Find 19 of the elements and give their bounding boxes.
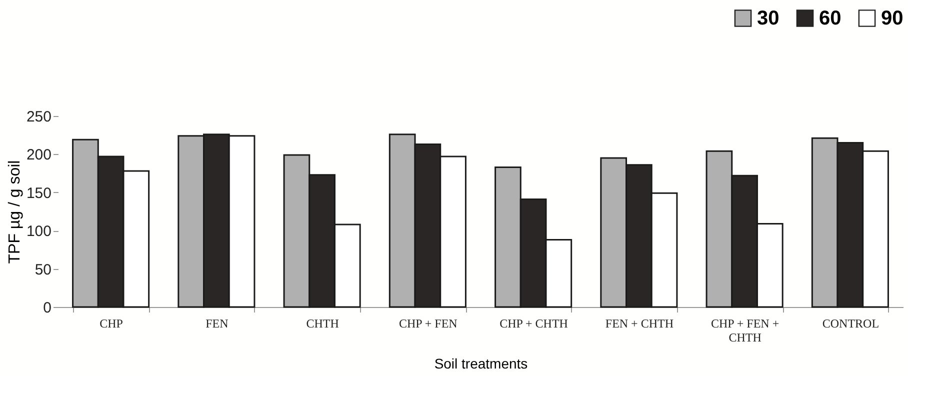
x-tick-label: CHP [100, 316, 124, 330]
x-tick-label: FEN [206, 316, 229, 330]
legend-label: 30 [757, 7, 780, 30]
y-axis-title: TPF µg / g soil [6, 160, 24, 264]
y-tick-label: 0 [43, 300, 52, 316]
x-tick-label: CHP + FEN [399, 316, 458, 330]
y-tick-label: 50 [34, 261, 52, 278]
x-tick-label: CHP + FEN + CHTH [711, 316, 780, 344]
y-tick-label: 250 [26, 108, 52, 126]
x-tick-label: CHP + CHTH [500, 316, 568, 330]
legend-label: 60 [819, 7, 842, 30]
x-axis-title: Soil treatments [434, 356, 528, 372]
y-tick-label: 200 [26, 146, 52, 164]
y-tick-label: 150 [26, 184, 52, 202]
y-tick-label: 100 [26, 223, 52, 240]
x-tick-label: CONTROL [822, 316, 880, 330]
legend-label: 90 [881, 7, 904, 30]
x-tick-label: FEN + CHTH [605, 316, 674, 330]
x-tick-label: CHTH [306, 316, 340, 330]
